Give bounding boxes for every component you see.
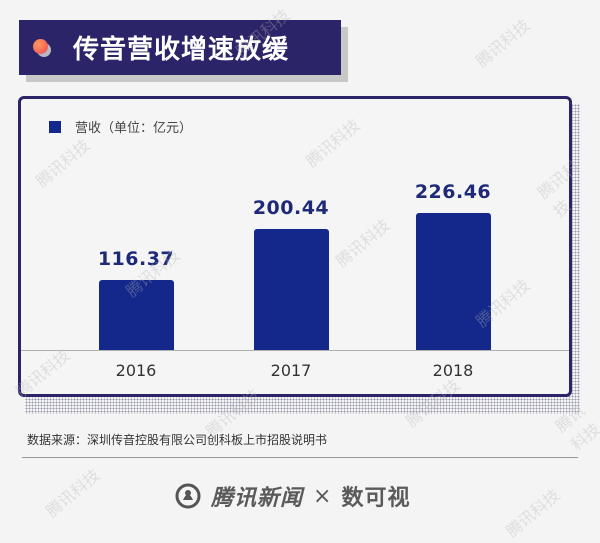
bar-value-label: 200.44 xyxy=(252,197,330,219)
x-axis-line xyxy=(21,350,569,351)
x-axis-label: 2016 xyxy=(115,361,157,380)
legend-swatch xyxy=(49,120,61,133)
title-box: 传音营收增速放缓 xyxy=(19,20,341,75)
title-banner: 传音营收增速放缓 xyxy=(19,20,348,82)
x-axis-label: 2017 xyxy=(270,361,312,380)
footer-branding: 腾讯新闻 × 数可视 xyxy=(175,480,410,512)
bar-2016 xyxy=(99,280,174,350)
bullet-dot-icon xyxy=(33,38,51,57)
chart-title: 传音营收增速放缓 xyxy=(73,35,290,65)
x-axis-label: 2018 xyxy=(432,361,474,380)
legend: 营收（单位：亿元） xyxy=(49,117,192,136)
legend-label: 营收（单位：亿元） xyxy=(75,121,193,136)
data-source: 数据来源：深圳传音控股有限公司创科板上市招股说明书 xyxy=(27,433,328,447)
chart-card: 营收（单位：亿元） 116.37 2016 200.44 2017 226.46 2018 xyxy=(18,96,572,397)
bar-2018 xyxy=(416,213,491,350)
footer-partner: 数可视 xyxy=(341,486,411,511)
bar-value-label: 226.46 xyxy=(414,181,492,203)
watermark: 腾讯科技 xyxy=(472,15,534,72)
bar-value-label: 116.37 xyxy=(97,248,175,270)
tencent-news-logo-icon xyxy=(175,483,201,509)
footer-separator: × xyxy=(313,483,332,509)
divider xyxy=(22,457,578,458)
footer-brand: 腾讯新闻 xyxy=(211,486,304,511)
bar-2017 xyxy=(254,229,329,350)
watermark: 腾讯科技 xyxy=(502,485,564,542)
watermark: 腾讯科技 xyxy=(42,465,104,522)
